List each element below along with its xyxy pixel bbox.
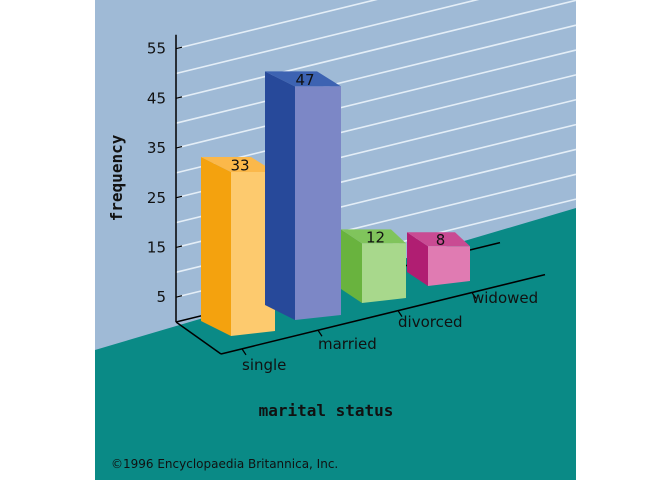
y-tick-mark xyxy=(175,295,183,298)
y-tick-label: 5 xyxy=(156,288,166,306)
bar-top-face xyxy=(201,157,275,172)
bar-side-face xyxy=(341,229,362,303)
bar-married: 47 xyxy=(265,71,341,321)
y-tick-label: 45 xyxy=(147,89,166,107)
x-axis-title: marital status xyxy=(259,401,394,420)
y-tick-mark xyxy=(175,46,183,50)
bar-divorced: 12 xyxy=(341,228,406,303)
bar-front-face xyxy=(295,86,341,321)
bar-top-face xyxy=(407,232,470,247)
y-tick-label: 35 xyxy=(147,139,166,157)
y-tick-labels: 5 15 25 35 45 55 xyxy=(147,40,183,306)
data-label: 33 xyxy=(230,156,249,174)
data-label: 8 xyxy=(436,231,446,249)
bar-front-face xyxy=(231,172,275,336)
gridline xyxy=(175,74,577,174)
gridline xyxy=(175,24,577,124)
bar-side-face xyxy=(201,157,231,336)
bar-front-face xyxy=(362,243,406,303)
bar-widowed: 8 xyxy=(407,231,470,286)
data-label: 47 xyxy=(295,71,314,89)
bar-front-face xyxy=(428,246,470,286)
category-label: married xyxy=(318,335,377,353)
gridline xyxy=(175,0,378,50)
y-axis-title: frequency xyxy=(107,134,126,221)
y-tick-label: 25 xyxy=(147,189,166,207)
bar-side-face xyxy=(265,71,295,321)
y-tick-label: 15 xyxy=(147,238,166,256)
y-tick-mark xyxy=(175,245,183,249)
category-label: widowed xyxy=(472,289,538,307)
gridline xyxy=(175,0,480,75)
copyright-credit: ©1996 Encyclopaedia Britannica, Inc. xyxy=(111,457,338,471)
bar-side-face xyxy=(407,232,428,286)
y-tick-label: 55 xyxy=(147,40,166,58)
bar-top-face xyxy=(265,71,341,87)
y-tick-mark xyxy=(175,96,183,99)
bar-top-face xyxy=(341,229,406,244)
category-label: divorced xyxy=(398,313,463,331)
x-tick-mark xyxy=(241,348,247,356)
x-tick-mark xyxy=(471,292,477,299)
depth-axis-line xyxy=(175,321,222,355)
gridline xyxy=(175,0,577,100)
y-tick-mark xyxy=(175,145,183,149)
x-tick-mark xyxy=(317,329,323,337)
gridline xyxy=(175,49,577,149)
category-labels: single married divorced widowed xyxy=(242,289,538,374)
category-label: single xyxy=(242,356,286,374)
x-tick-mark xyxy=(397,310,403,317)
bar-single: 33 xyxy=(201,156,275,336)
data-label: 12 xyxy=(366,228,385,246)
bars: 33 47 12 8 xyxy=(201,71,470,336)
y-tick-mark xyxy=(175,195,183,199)
x-axis-front-line xyxy=(220,273,546,355)
